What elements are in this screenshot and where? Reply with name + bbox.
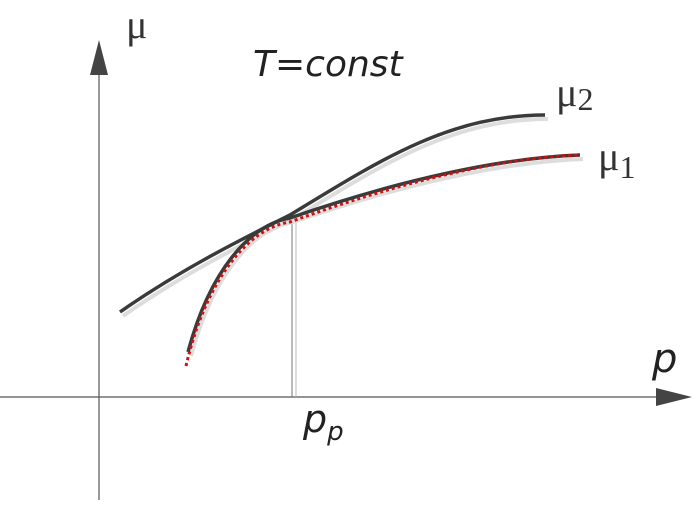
- curve-mu1: [186, 153, 581, 353]
- subscript: 2: [577, 81, 593, 117]
- subscript: p: [326, 417, 344, 447]
- curve-mu2: [118, 113, 546, 314]
- point-label: pp: [302, 397, 344, 447]
- curve-shadow: [121, 117, 549, 318]
- symbol: μ: [598, 134, 619, 179]
- annotation: T=const: [253, 44, 405, 85]
- curve-shadow: [189, 157, 584, 357]
- curve-label: μ2: [556, 70, 593, 117]
- y-axis-label: μ: [126, 2, 147, 47]
- subscript: 1: [619, 149, 635, 185]
- curve-label: μ1: [598, 134, 635, 185]
- x-axis-label: p: [651, 336, 677, 382]
- y-arrow: [90, 40, 108, 75]
- symbol: p: [302, 397, 327, 441]
- x-arrow: [656, 388, 692, 406]
- equilibrium-curve: [184, 153, 579, 367]
- symbol: μ: [556, 70, 577, 115]
